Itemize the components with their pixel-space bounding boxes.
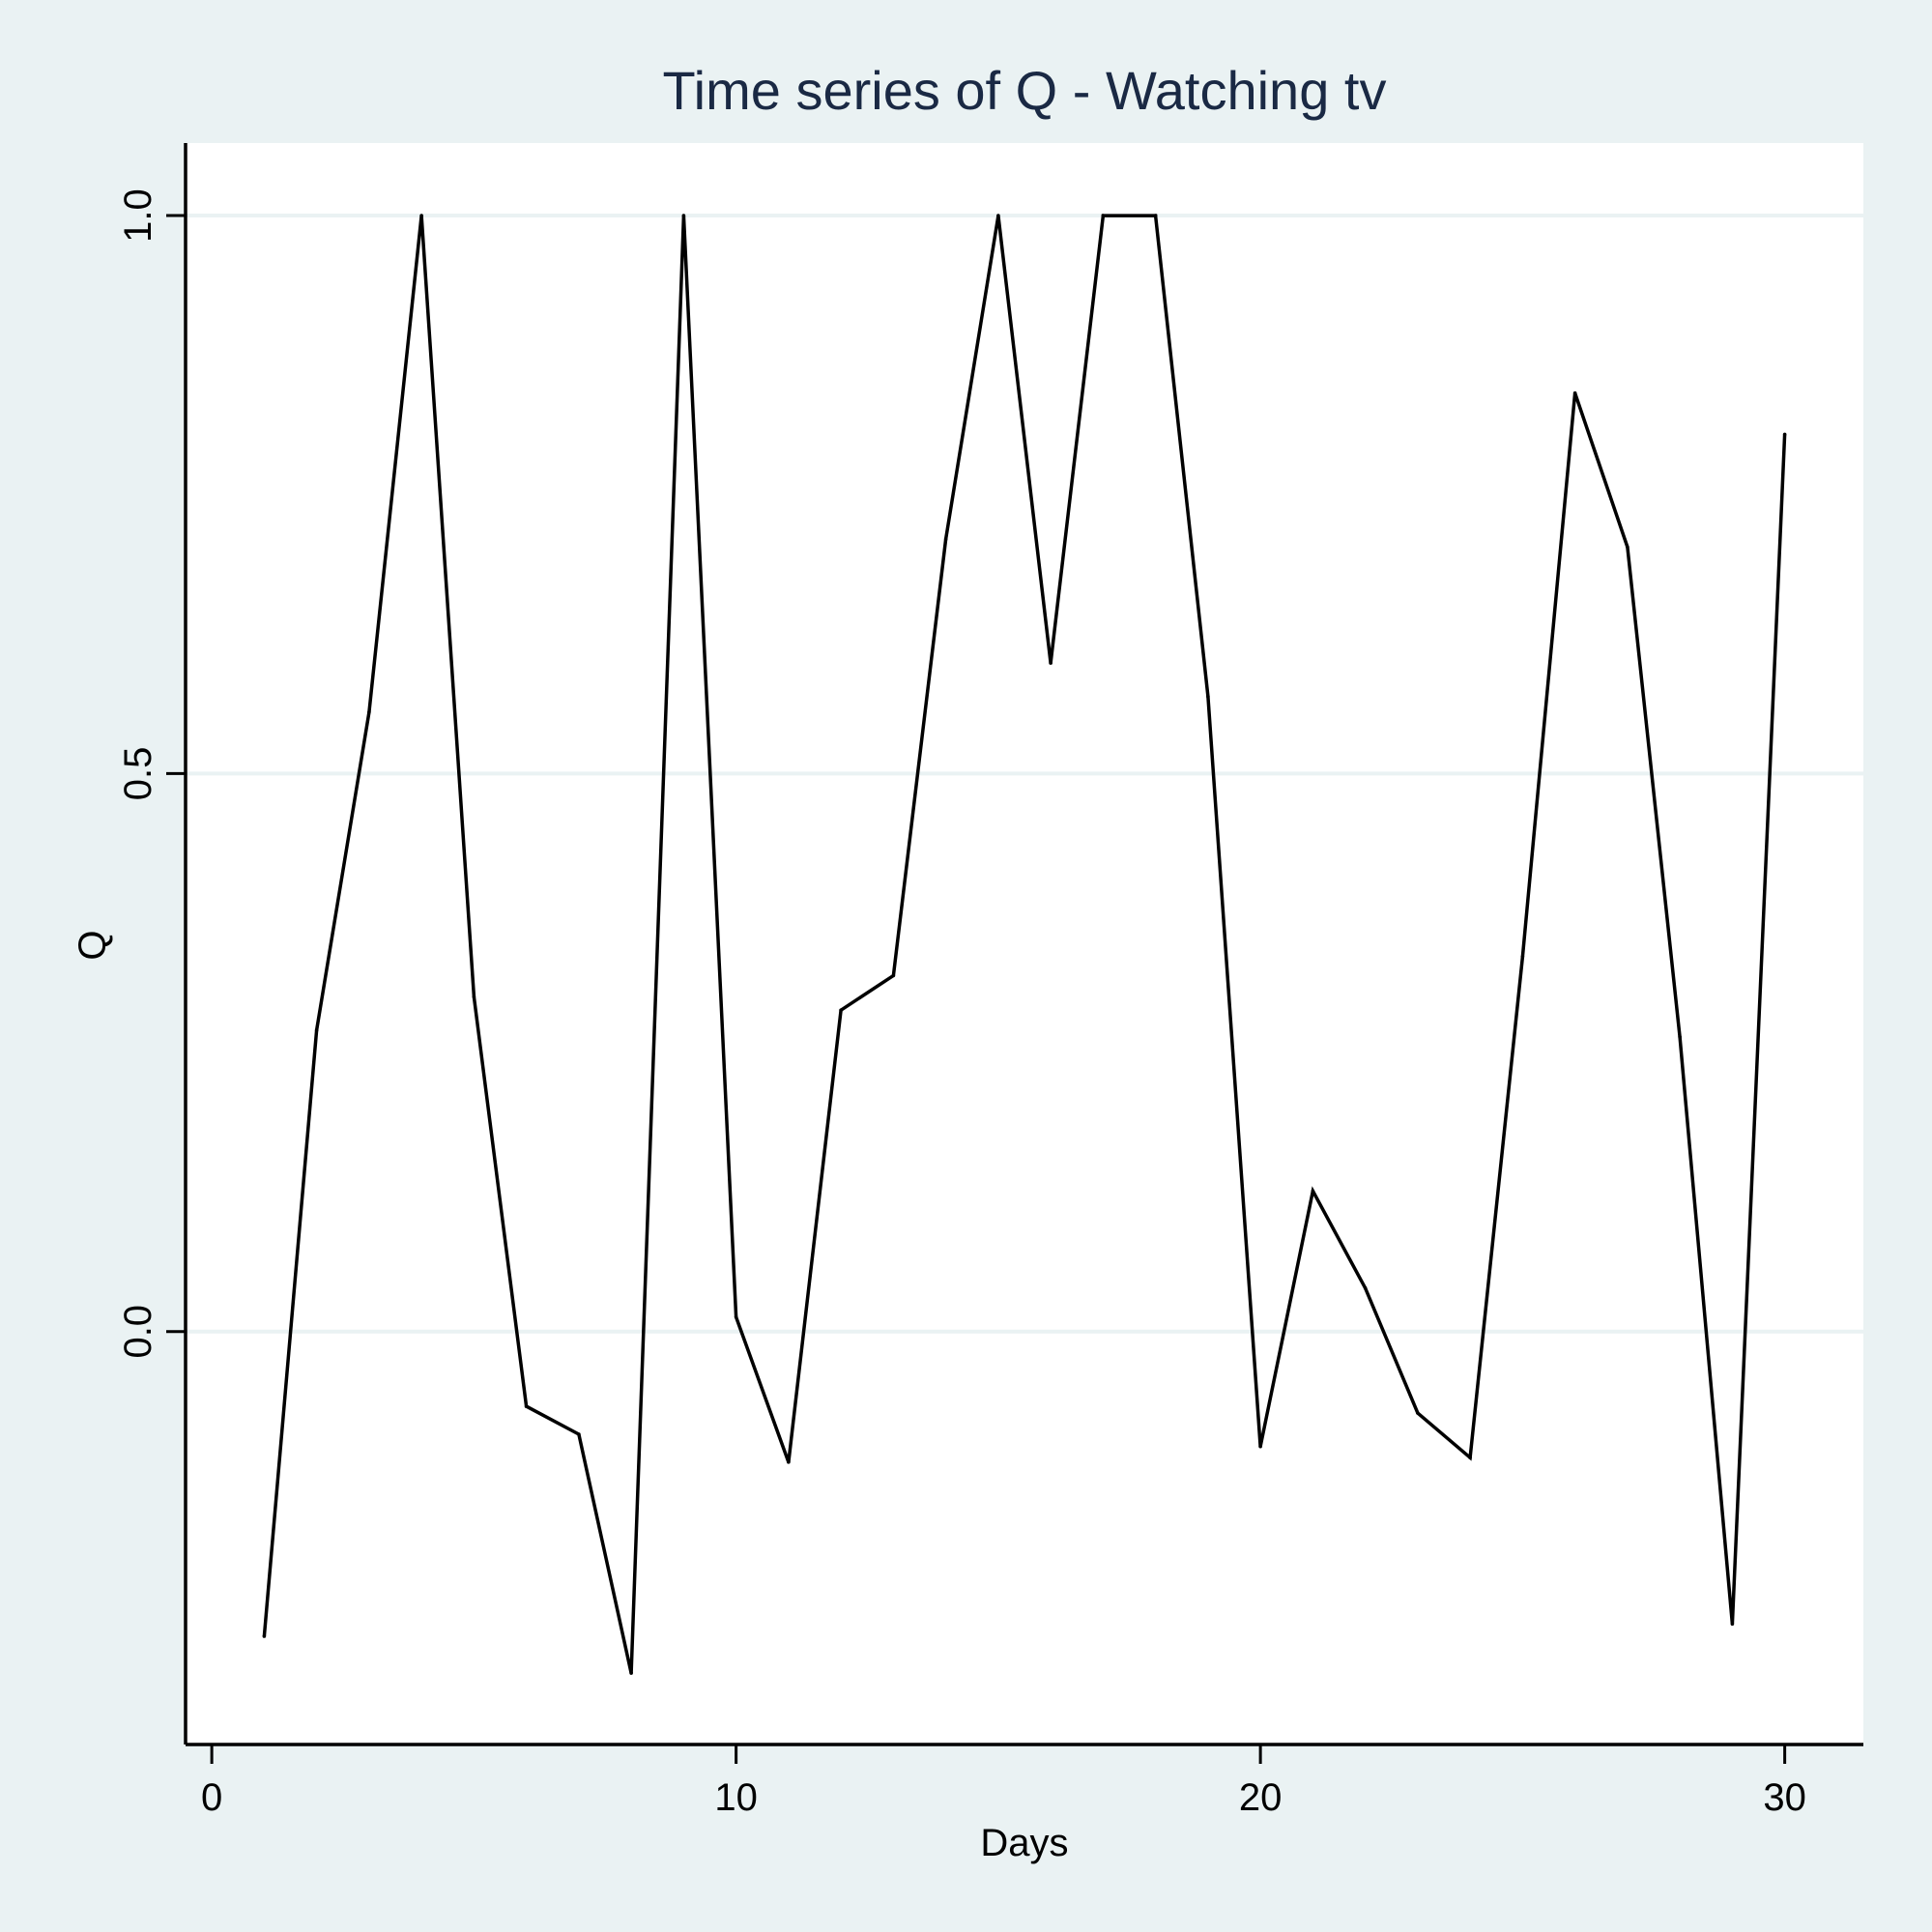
data-point [1311, 1189, 1315, 1194]
data-point [787, 1460, 791, 1464]
x-tick-label: 30 [1763, 1776, 1806, 1819]
data-point [839, 1008, 843, 1013]
data-point [943, 537, 948, 541]
x-tick-label: 20 [1239, 1776, 1283, 1819]
y-gridlines [186, 214, 1863, 1334]
data-point [1049, 661, 1053, 665]
data-point [1678, 1035, 1682, 1039]
data-point [1206, 694, 1210, 699]
data-point [1730, 1622, 1735, 1627]
data-point [996, 214, 1000, 217]
y-tick-label: 0.5 [117, 747, 159, 801]
data-point [1626, 545, 1629, 549]
x-axis-label: Days [980, 1822, 1068, 1864]
data-point [734, 1314, 738, 1319]
data-point [1468, 1456, 1472, 1460]
data-point [1101, 214, 1106, 217]
data-point [1258, 1444, 1262, 1449]
data-point [419, 214, 423, 217]
y-axis-label: Q [72, 930, 114, 960]
data-point [1363, 1285, 1368, 1290]
series-line [262, 214, 1787, 1674]
y-tick-label: 0.0 [117, 1305, 159, 1359]
data-point [1416, 1411, 1420, 1415]
x-axis-ticks: 0 10 20 30 [201, 1745, 1806, 1819]
data-point [1572, 390, 1577, 395]
data-point [314, 1028, 319, 1032]
data-point [1520, 954, 1525, 959]
x-tick-label: 10 [714, 1776, 758, 1819]
data-point [681, 214, 686, 217]
data-point [891, 973, 896, 978]
chart-title: Time series of Q - Watching tv [663, 60, 1387, 121]
data-point [524, 1404, 529, 1408]
plot-area [186, 143, 1863, 1745]
y-tick-label: 1.0 [117, 188, 159, 243]
y-axis-ticks: 0.0 0.5 1.0 [117, 188, 186, 1359]
data-point [262, 1634, 267, 1638]
data-point [367, 710, 371, 714]
data-point [472, 995, 476, 999]
data-point [577, 1432, 581, 1436]
x-tick-label: 0 [201, 1776, 222, 1819]
data-point [1153, 214, 1158, 217]
data-point [629, 1671, 633, 1675]
data-points [262, 214, 1787, 1675]
data-point [1782, 432, 1787, 437]
